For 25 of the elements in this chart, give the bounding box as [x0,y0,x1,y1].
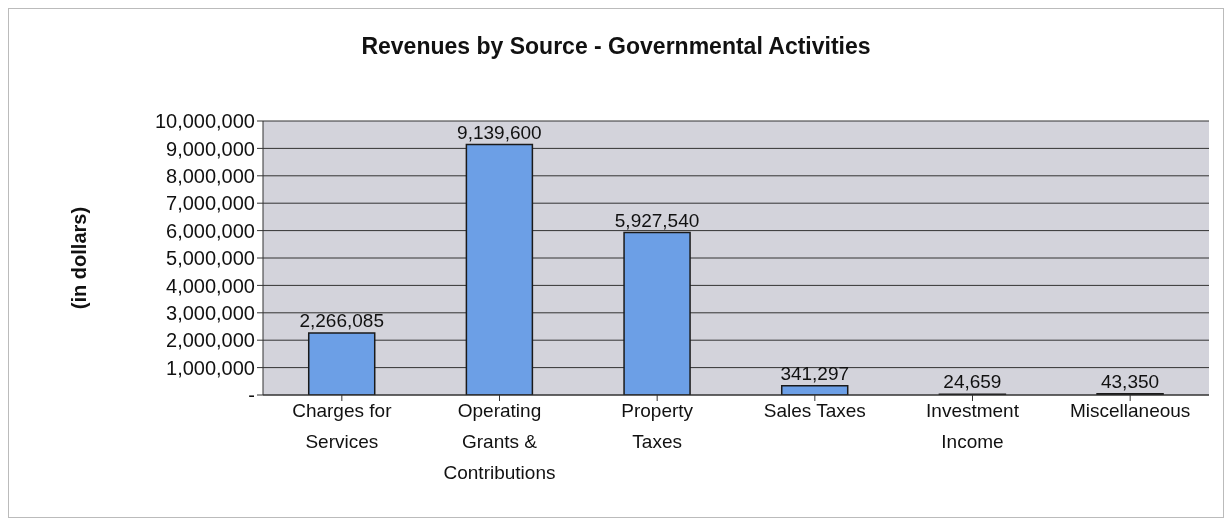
y-tick-label: 10,000,000 [154,110,255,133]
data-label: 2,266,085 [299,309,384,331]
data-label: 24,659 [943,371,1002,393]
y-tick-label: 7,000,000 [166,192,255,215]
y-tick-label: 6,000,000 [166,219,255,242]
data-label: 43,350 [1100,370,1160,392]
data-label: 341,297 [780,362,850,384]
y-axis-title: (in dollars) [68,206,91,310]
x-tick-label: Operating Grants & Contributions [443,400,556,483]
y-tick-label: 4,000,000 [166,274,255,297]
data-label: 5,927,540 [614,209,700,231]
x-tick-label: Sales Taxes [763,400,866,421]
y-tick-label: 5,000,000 [166,247,255,270]
y-tick-label: 8,000,000 [166,164,255,187]
y-tick-label: 2,000,000 [166,329,255,352]
y-tick-label: 9,000,000 [166,137,255,160]
x-tick-label: Investment Income [926,400,1020,452]
y-tick-label: 1,000,000 [166,356,255,379]
x-tick-label: Charges for Services [292,400,393,452]
x-tick-label: Miscellaneous [1069,400,1191,421]
y-tick-label: 3,000,000 [166,301,255,324]
x-tick-label: Property Taxes [621,400,694,452]
chart-title: Revenues by Source - Governmental Activities [360,33,872,60]
data-label: 9,139,600 [457,121,542,143]
y-tick-label: - [248,384,255,407]
